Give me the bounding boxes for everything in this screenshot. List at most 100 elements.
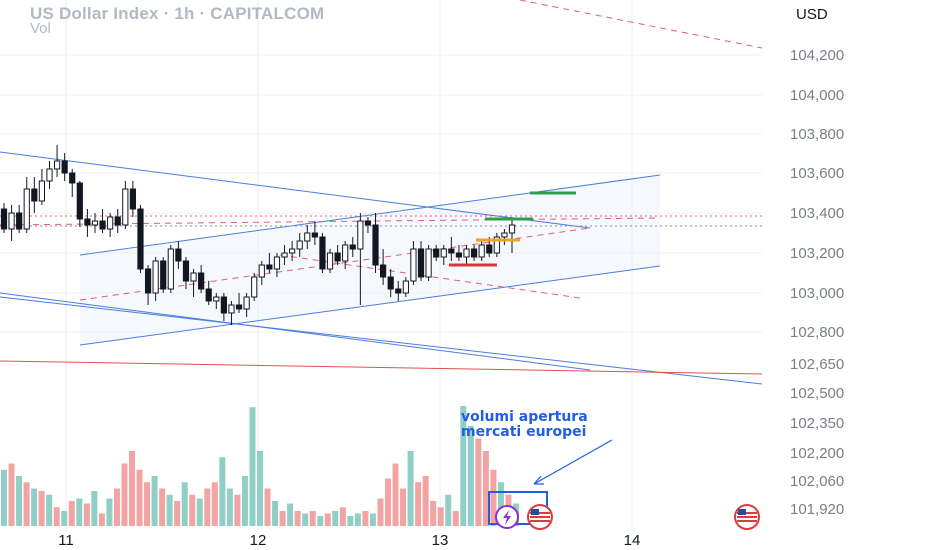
candle-body <box>357 220 364 250</box>
volume-bar <box>332 511 339 526</box>
volume-bar <box>422 476 429 526</box>
volume-bar <box>234 494 241 526</box>
volume-bar <box>16 476 23 526</box>
dashed-upper-trend <box>519 0 763 49</box>
volume-bar <box>181 482 188 526</box>
volume-bar <box>38 491 45 526</box>
price-tick-label: 104,200 <box>790 47 844 64</box>
volume-bar <box>475 438 482 526</box>
ascending-channel-upper <box>79 174 661 256</box>
volume-bar <box>249 407 256 526</box>
volume-bar <box>98 513 105 526</box>
descending-channel-upper <box>0 151 591 229</box>
price-axis[interactable]: 104,200 104,000 103,800 103,600 103,400 103,2… <box>762 0 932 550</box>
candle-body <box>478 244 485 258</box>
volume-bar <box>497 482 504 526</box>
volume-bar <box>460 406 467 526</box>
candle-body <box>289 248 296 254</box>
price-tick-label: 103,800 <box>790 126 844 143</box>
candle-body <box>160 260 167 290</box>
horizontal-support <box>0 360 763 375</box>
volume-bar <box>482 451 489 526</box>
volume-bar <box>53 507 60 526</box>
price-tick-label: 103,200 <box>790 245 844 262</box>
volume-bar <box>159 488 166 526</box>
volume-bar <box>8 463 15 526</box>
candle-body <box>440 248 447 258</box>
price-tick-label: 103,600 <box>790 165 844 182</box>
us-flag-canton-2 <box>738 509 746 515</box>
volume-bar <box>196 498 203 526</box>
volume-bar <box>385 478 391 526</box>
volume-bars <box>1 406 519 526</box>
candle-body <box>349 244 356 250</box>
candle-body <box>107 216 114 230</box>
volume-bar <box>467 426 474 526</box>
volume-bar <box>407 451 414 526</box>
volume-bar <box>91 491 98 526</box>
price-axis-bg <box>762 0 932 550</box>
time-tick-label: 13 <box>432 532 449 549</box>
annotation-arrow <box>533 439 613 485</box>
volume-bar <box>46 494 53 526</box>
time-tick-label: 14 <box>624 532 641 549</box>
volume-bar <box>264 488 271 526</box>
candle-body <box>137 208 144 270</box>
annotation-line1: volumi apertura <box>461 409 588 425</box>
volume-bar <box>362 511 369 526</box>
volume-bar <box>204 488 211 526</box>
volume-bar <box>166 494 173 526</box>
volume-bar <box>272 501 279 526</box>
candle-body <box>122 188 129 226</box>
volume-bar <box>136 469 143 526</box>
candle-body <box>46 168 53 182</box>
volume-bar <box>490 469 497 526</box>
price-tick-label: 102,200 <box>790 445 844 462</box>
candle-body <box>463 248 470 258</box>
lightning-icon <box>503 510 511 525</box>
price-tick-label: 102,500 <box>790 385 844 402</box>
volume-bar <box>174 501 181 526</box>
volume-bar <box>317 516 324 526</box>
candle-body <box>448 248 455 254</box>
price-tick-label: 101,920 <box>790 501 844 518</box>
currency-label[interactable]: USD <box>796 6 828 23</box>
volume-bar <box>452 511 459 526</box>
candle-body <box>243 296 250 310</box>
symbol-title[interactable]: US Dollar Index · 1h · CAPITALCOM <box>30 4 325 23</box>
candle-body <box>334 252 341 262</box>
candle-body <box>38 180 46 202</box>
candle-body <box>152 260 159 294</box>
candle-body <box>326 252 334 270</box>
candle-body <box>91 220 99 226</box>
candle-body <box>296 240 303 250</box>
price-tick-label: 103,400 <box>790 205 844 222</box>
candle-body <box>372 224 379 266</box>
candle-body <box>455 252 463 258</box>
annotation-group: volumi apertura mercati europei <box>461 409 613 525</box>
candle-body <box>364 220 372 226</box>
candle-body <box>235 304 243 310</box>
time-axis[interactable]: 11 12 13 14 <box>0 530 762 550</box>
volume-bar <box>106 498 113 526</box>
volume-bar <box>279 511 286 526</box>
volume-bar <box>121 463 128 526</box>
volume-bar <box>68 501 75 526</box>
candle-body <box>380 264 387 278</box>
price-tick-label: 102,060 <box>790 473 844 490</box>
candle-body <box>84 218 91 226</box>
channel-fill <box>80 175 660 345</box>
candle-body <box>281 252 288 258</box>
candle-body <box>213 296 220 302</box>
candle-body <box>175 248 182 262</box>
candle-body <box>425 248 432 278</box>
candle-body <box>198 272 205 290</box>
volume-label[interactable]: Vol <box>30 20 51 37</box>
time-tick-label: 12 <box>250 532 267 549</box>
candle-body <box>114 216 121 226</box>
candle-body <box>190 272 197 282</box>
candle-body <box>220 296 227 314</box>
event-markers[interactable] <box>495 504 760 530</box>
